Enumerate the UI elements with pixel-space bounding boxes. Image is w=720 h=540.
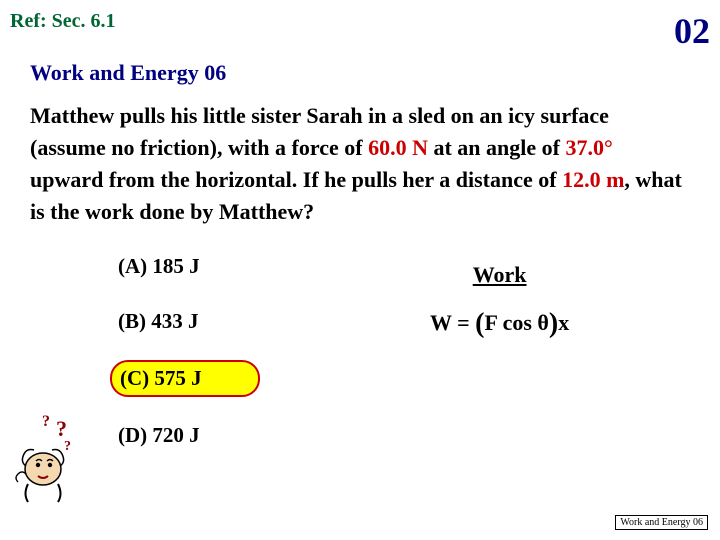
ref-label: Ref: Sec. 6.1 [10,10,116,33]
formula-F: F [484,310,497,335]
footer-label: Work and Energy 06 [615,515,708,530]
slide-number: 02 [674,10,710,52]
svg-text:?: ? [56,416,67,441]
q-mid1: at an angle of [428,135,566,160]
choice-a: (A) 185 J [110,250,260,283]
formula-cos: cos θ [497,310,549,335]
svg-text:?: ? [42,414,50,430]
work-block: Work W = (F cos θ)x [430,262,569,338]
svg-text:?: ? [64,439,71,454]
page-title: Work and Energy 06 [30,60,720,86]
formula-open: ( [475,308,484,339]
thinker-icon: ? ? ? [8,414,88,504]
q-angle: 37.0° [565,135,612,160]
question-text: Matthew pulls his little sister Sarah in… [30,100,690,228]
q-distance: 12.0 m [562,167,624,192]
q-mid2: upward from the horizontal. If he pulls … [30,167,562,192]
q-force: 60.0 N [368,135,428,160]
formula-W: W [430,310,452,335]
choice-d: (D) 720 J [110,419,260,452]
header: Ref: Sec. 6.1 02 [0,0,720,52]
work-formula: W = (F cos θ)x [430,306,569,338]
choice-c: (C) 575 J [110,360,260,397]
formula-x: x [558,310,569,335]
work-label: Work [430,262,569,288]
choices-list: (A) 185 J (B) 433 J (C) 575 J (D) 720 J [110,250,720,474]
formula-close: ) [549,308,558,339]
formula-eq: = [452,310,476,335]
choice-b: (B) 433 J [110,305,260,338]
